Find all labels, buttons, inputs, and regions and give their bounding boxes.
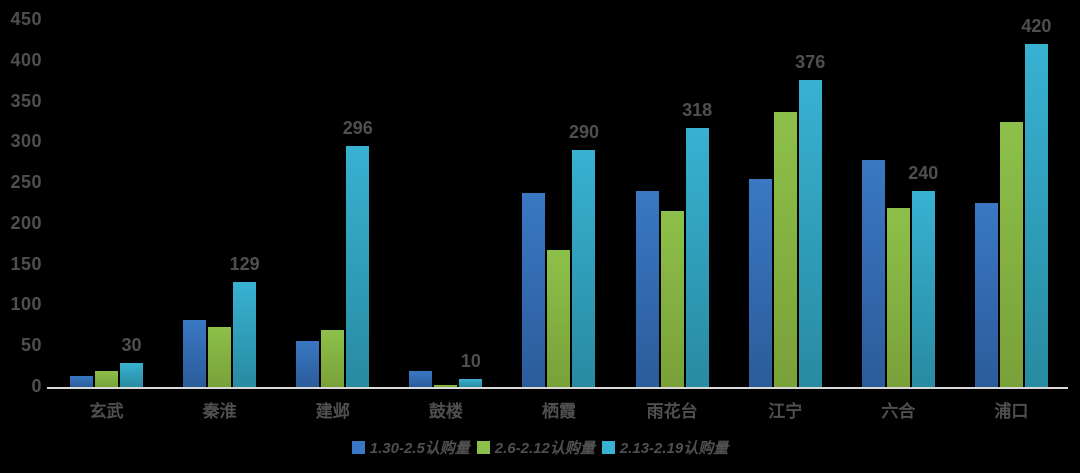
legend-item: 1.30-2.5认购量 bbox=[351, 437, 470, 458]
bar: 240 bbox=[908, 163, 938, 387]
data-label: 10 bbox=[460, 351, 481, 371]
plot-area: 30 129 296 10 290 318 376 240 420 bbox=[47, 16, 1068, 389]
x-tick-label: 浦口 bbox=[994, 402, 1029, 421]
bar: 296 bbox=[343, 118, 373, 387]
bar bbox=[522, 193, 546, 387]
bar bbox=[296, 341, 320, 387]
y-tick-label: 50 bbox=[20, 335, 42, 356]
bar-group: 30 bbox=[50, 20, 163, 387]
y-tick-label: 350 bbox=[10, 90, 42, 111]
x-tick-label: 六合 bbox=[881, 402, 916, 421]
bar-group: 296 bbox=[276, 20, 389, 387]
y-tick-label: 250 bbox=[10, 172, 42, 193]
bar bbox=[547, 250, 571, 387]
bar bbox=[974, 203, 998, 387]
bar bbox=[434, 385, 458, 387]
bar bbox=[95, 371, 119, 387]
data-label: 129 bbox=[229, 254, 260, 274]
x-tick-label: 栖霞 bbox=[541, 402, 576, 421]
bar bbox=[208, 327, 232, 387]
data-label: 240 bbox=[908, 163, 939, 183]
legend-item: 2.6-2.12认购量 bbox=[476, 437, 595, 458]
bar: 10 bbox=[459, 351, 483, 387]
bar: 376 bbox=[795, 52, 825, 387]
y-tick-label: 150 bbox=[10, 253, 42, 274]
y-tick-label: 0 bbox=[31, 376, 42, 397]
bar: 318 bbox=[682, 100, 712, 387]
legend-marker-icon bbox=[351, 441, 365, 454]
x-axis-labels: 玄武 秦淮 建邺 鼓楼 栖霞 雨花台 江宁 六合 浦口 bbox=[50, 397, 1068, 422]
bar bbox=[660, 211, 684, 387]
bar: 30 bbox=[120, 335, 144, 387]
data-label: 290 bbox=[568, 122, 600, 142]
bar bbox=[409, 371, 433, 387]
data-label: 296 bbox=[342, 118, 373, 138]
bar: 420 bbox=[1021, 16, 1051, 387]
bar-group: 129 bbox=[163, 20, 276, 387]
x-tick-label: 玄武 bbox=[89, 402, 124, 421]
legend-label: 2.13-2.19认购量 bbox=[619, 440, 729, 457]
x-tick-label: 鼓楼 bbox=[428, 402, 463, 421]
bar bbox=[999, 122, 1023, 387]
bar-group: 420 bbox=[955, 16, 1068, 387]
x-tick-label: 建邺 bbox=[315, 402, 350, 421]
bar-group: 10 bbox=[389, 20, 502, 387]
bar: 129 bbox=[230, 254, 260, 387]
bar: 290 bbox=[569, 122, 599, 387]
data-label: 376 bbox=[795, 52, 826, 72]
legend-marker-icon bbox=[601, 441, 615, 454]
bar bbox=[183, 320, 207, 387]
legend-label: 1.30-2.5认购量 bbox=[369, 440, 470, 457]
x-tick-label: 雨花台 bbox=[646, 402, 698, 421]
bar bbox=[773, 112, 797, 387]
x-axis-line bbox=[47, 387, 1068, 389]
y-tick-label: 200 bbox=[10, 212, 42, 233]
bar bbox=[886, 208, 910, 387]
x-tick-label: 秦淮 bbox=[202, 402, 237, 421]
bar-group: 376 bbox=[729, 20, 842, 387]
bar bbox=[321, 330, 345, 387]
bar-group: 290 bbox=[502, 20, 615, 387]
data-label: 318 bbox=[682, 100, 713, 120]
legend-label: 2.6-2.12认购量 bbox=[494, 440, 595, 457]
y-tick-label: 400 bbox=[10, 49, 42, 70]
bar bbox=[748, 179, 772, 387]
bar bbox=[861, 160, 885, 387]
bar bbox=[635, 191, 659, 387]
bar bbox=[70, 376, 94, 387]
y-tick-label: 100 bbox=[10, 294, 42, 315]
bar-group: 318 bbox=[616, 20, 729, 387]
bar-group: 240 bbox=[842, 20, 955, 387]
y-axis: 0 50 100 150 200 250 300 350 400 450 bbox=[0, 0, 42, 473]
legend: 1.30-2.5认购量 2.6-2.12认购量 2.13-2.19认购量 bbox=[0, 437, 1080, 458]
x-tick-label: 江宁 bbox=[768, 402, 803, 421]
legend-item: 2.13-2.19认购量 bbox=[601, 437, 729, 458]
legend-marker-icon bbox=[476, 441, 490, 454]
y-tick-label: 450 bbox=[10, 9, 42, 30]
data-label: 420 bbox=[1021, 16, 1052, 36]
y-tick-label: 300 bbox=[10, 131, 42, 152]
data-label: 30 bbox=[121, 335, 142, 355]
